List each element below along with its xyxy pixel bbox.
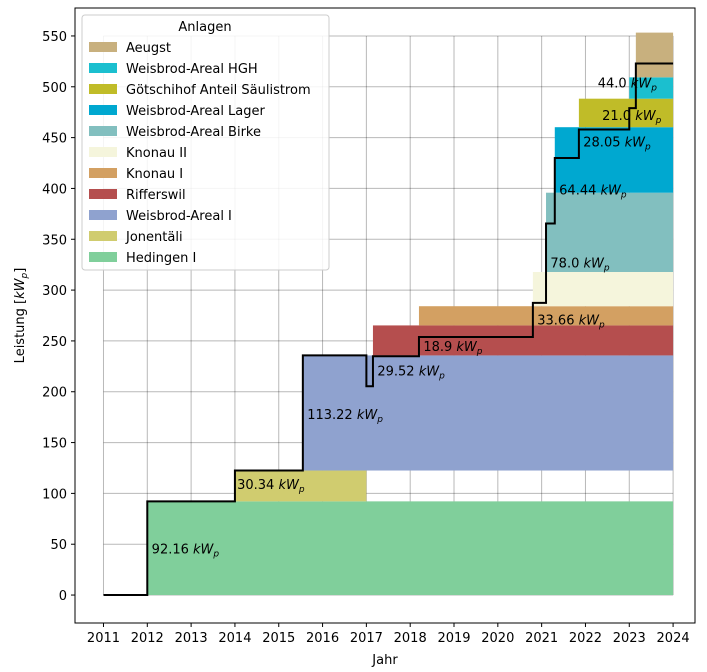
area-segment [578,98,674,128]
legend-label: Weisbrod-Areal Lager [126,104,266,119]
value-label: 92.16 kWp [152,542,220,559]
legend-label: Weisbrod-Areal I [126,209,232,224]
plot-frame [74,7,696,624]
total-step-line [103,62,674,597]
legend-swatch [89,126,117,136]
legend-swatch [89,189,117,199]
legend-label: Götschihof Anteil Säulistrom [126,83,311,98]
y-tick-label: 150 [42,437,67,452]
y-tick-label: 100 [42,487,67,502]
legend-label: Weisbrod-Areal Birke [126,125,261,140]
legend-swatch [89,210,117,220]
value-label: 21.0 kWp [602,109,661,126]
x-axis-label: Jahr [371,653,398,668]
legend-label: Rifferswil [126,188,186,203]
total-line [103,62,674,597]
legend-label: Aeugst [126,41,171,56]
y-tick-label: 350 [42,233,67,248]
legend-swatch [89,231,117,241]
y-tick-label: 250 [42,335,67,350]
y-axis-ticks: 0 50 100 150 200 250 300 350 400 450 500 550 [42,30,75,604]
y-tick-label: 0 [59,589,67,604]
legend-label: Jonentäli [125,230,183,245]
legend-swatch [89,63,117,73]
x-axis-ticks: 2011 2012 2013 2014 2015 2016 2017 2018 2019 2020… [87,623,690,646]
area-segment [546,192,674,272]
x-tick-label: 2022 [569,631,602,646]
legend-box [81,14,330,271]
y-tick-label: 450 [42,132,67,147]
value-label: 64.44 kWp [559,183,627,200]
legend-swatch [89,42,117,52]
area-segment [554,127,674,193]
y-tick-label: 50 [50,538,67,553]
x-tick-label: 2015 [262,631,295,646]
area-segment [532,271,674,307]
x-tick-label: 2019 [437,631,470,646]
legend-label: Knonau II [126,146,187,161]
y-axis-label: Leistung [kWp] [13,268,30,364]
x-tick-label: 2012 [131,631,164,646]
legend-label: Hedingen I [126,251,196,266]
legend: Anlagen Aeugst Weisbrod-Areal HGH Götschiho… [81,14,330,271]
x-tick-label: 2023 [613,631,646,646]
value-label: 18.9 kWp [423,340,482,357]
value-label: 28.05 kWp [583,136,651,153]
y-tick-label: 550 [42,30,67,45]
value-label: 29.52 kWp [377,364,445,381]
x-tick-label: 2021 [525,631,558,646]
value-label: 113.22 kWp [307,408,383,425]
x-tick-label: 2013 [175,631,208,646]
area-segment [629,77,674,99]
x-tick-label: 2018 [394,631,427,646]
x-tick-label: 2017 [350,631,383,646]
x-tick-label: 2016 [306,631,339,646]
area-segment [418,306,674,326]
capacity-areas [147,32,674,596]
y-tick-label: 400 [42,182,67,197]
legend-swatch [89,168,117,178]
y-tick-label: 200 [42,386,67,401]
legend-swatch [89,147,117,157]
legend-swatch [89,105,117,115]
x-tick-label: 2024 [657,631,690,646]
area-segment [147,501,674,596]
value-label: 33.66 kWp [537,314,605,331]
value-label: 44.0 kWp [598,77,657,94]
legend-title: Anlagen [178,20,231,35]
value-label: 30.34 kWp [237,478,305,495]
legend-swatch [89,84,117,94]
legend-label: Knonau I [126,167,183,182]
y-tick-label: 500 [42,81,67,96]
x-tick-label: 2011 [87,631,120,646]
area-segment [234,470,367,502]
y-tick-label: 300 [42,284,67,299]
x-tick-label: 2014 [218,631,251,646]
legend-swatch [89,252,117,262]
value-labels: 92.16 kWp 30.34 kWp 113.22 kWp 29.52 kWp 18.… [152,77,662,560]
area-segment [635,32,674,78]
legend-label: Weisbrod-Areal HGH [126,62,258,77]
value-label: 78.0 kWp [550,257,609,274]
area-segment [372,325,674,356]
area-segment [302,355,674,471]
x-tick-label: 2020 [481,631,514,646]
